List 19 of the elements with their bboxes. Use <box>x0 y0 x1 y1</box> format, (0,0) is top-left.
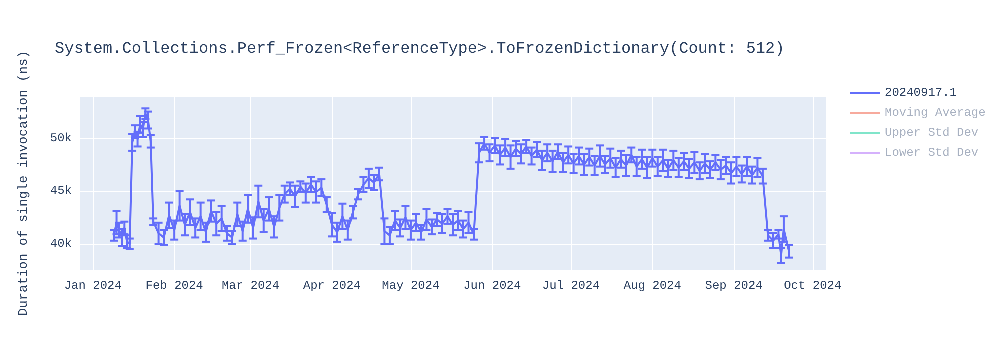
legend-label: Lower Std Dev <box>885 146 979 160</box>
x-tick-label: Oct 2024 <box>784 279 842 293</box>
legend-label: Upper Std Dev <box>885 126 979 140</box>
x-tick-label: Feb 2024 <box>146 279 204 293</box>
legend-label: 20240917.1 <box>885 86 958 100</box>
legend-label: Moving Average <box>885 106 986 120</box>
x-tick-label: Jun 2024 <box>464 279 522 293</box>
x-tick-label: Jan 2024 <box>64 279 122 293</box>
y-tick-label: 50k <box>50 131 72 146</box>
x-tick-label: May 2024 <box>382 279 440 293</box>
x-tick-label: Aug 2024 <box>624 279 682 293</box>
x-tick-label: Mar 2024 <box>222 279 280 293</box>
y-axis-title: Duration of single invocation (ns) <box>16 50 31 316</box>
chart-title: System.Collections.Perf_Frozen<ReferenceType>.ToFrozenDictionary(Count: 512) <box>55 40 785 58</box>
x-tick-label: Apr 2024 <box>303 279 361 293</box>
y-tick-label: 40k <box>50 237 72 252</box>
x-tick-label: Sep 2024 <box>705 279 763 293</box>
x-tick-label: Jul 2024 <box>542 279 600 293</box>
y-tick-label: 45k <box>50 184 72 198</box>
